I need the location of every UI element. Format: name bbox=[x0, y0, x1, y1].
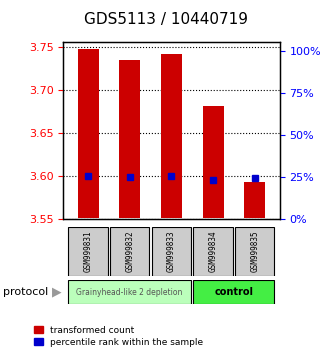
Text: GSM999833: GSM999833 bbox=[167, 230, 176, 272]
Text: GDS5113 / 10440719: GDS5113 / 10440719 bbox=[85, 12, 248, 27]
FancyBboxPatch shape bbox=[235, 227, 274, 276]
FancyBboxPatch shape bbox=[68, 280, 191, 304]
Text: GSM999835: GSM999835 bbox=[250, 230, 259, 272]
Bar bbox=[244, 182, 265, 218]
FancyBboxPatch shape bbox=[152, 227, 191, 276]
Text: GSM999834: GSM999834 bbox=[208, 230, 218, 272]
Text: Grainyhead-like 2 depletion: Grainyhead-like 2 depletion bbox=[77, 287, 183, 297]
Bar bbox=[203, 105, 223, 218]
Text: GSM999831: GSM999831 bbox=[84, 230, 93, 272]
Text: ▶: ▶ bbox=[52, 286, 61, 298]
Text: control: control bbox=[214, 287, 253, 297]
Bar bbox=[161, 54, 182, 218]
FancyBboxPatch shape bbox=[110, 227, 150, 276]
FancyBboxPatch shape bbox=[193, 280, 274, 304]
Bar bbox=[78, 48, 99, 218]
Bar bbox=[120, 60, 140, 218]
FancyBboxPatch shape bbox=[68, 227, 108, 276]
Text: protocol: protocol bbox=[3, 287, 49, 297]
Legend: transformed count, percentile rank within the sample: transformed count, percentile rank withi… bbox=[31, 323, 206, 349]
FancyBboxPatch shape bbox=[193, 227, 233, 276]
Text: GSM999832: GSM999832 bbox=[125, 230, 135, 272]
